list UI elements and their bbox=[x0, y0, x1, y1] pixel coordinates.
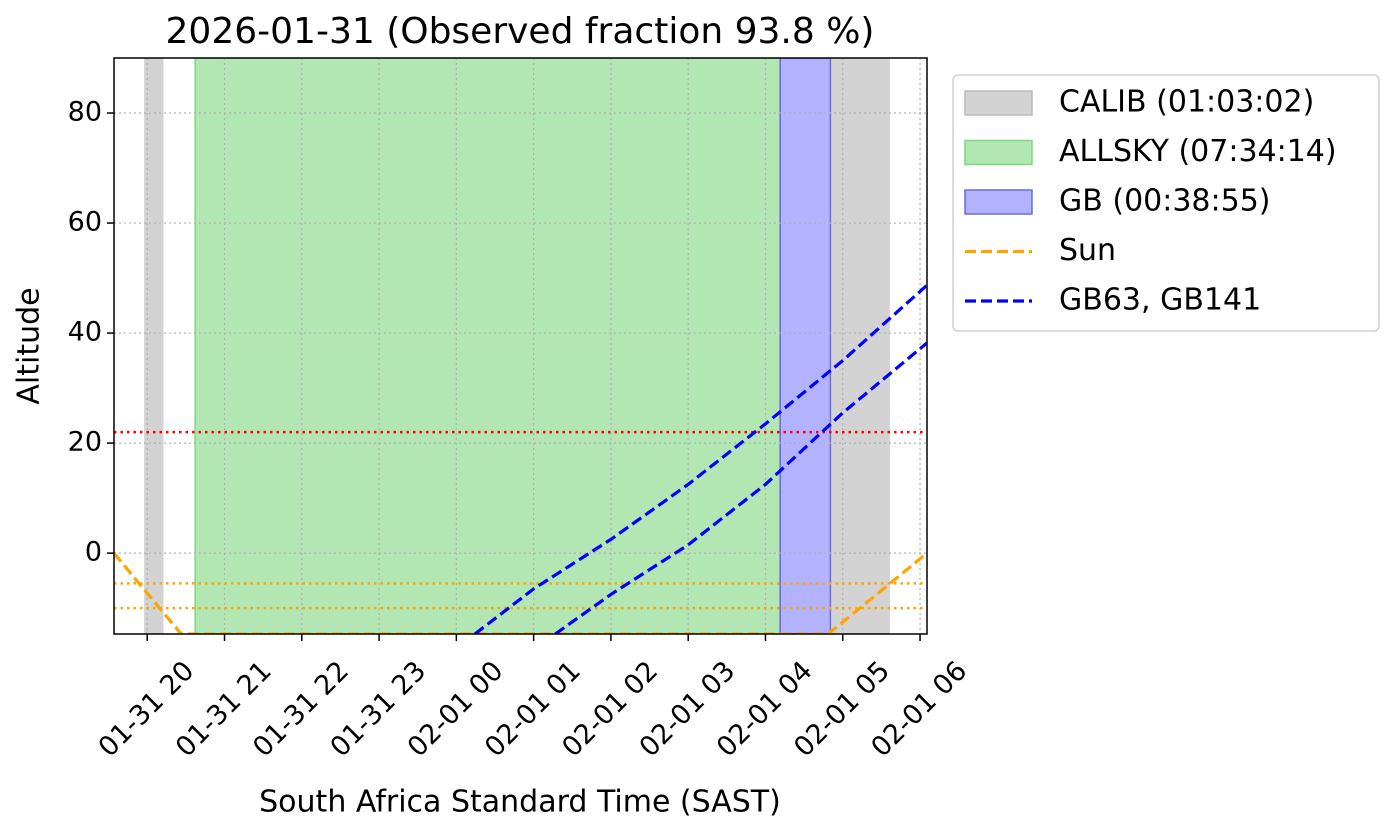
plot-area bbox=[114, 58, 927, 634]
series-line bbox=[473, 284, 927, 634]
legend-swatch bbox=[964, 90, 1033, 116]
chart-title: 2026-01-31 (Observed fraction 93.8 %) bbox=[166, 11, 875, 52]
y-tick-label: 20 bbox=[68, 427, 102, 458]
legend-box bbox=[952, 74, 1380, 332]
legend-label: ALLSKY (07:34:14) bbox=[1059, 134, 1337, 169]
legend-swatch bbox=[964, 139, 1033, 166]
x-axis-label: South Africa Standard Time (SAST) bbox=[259, 785, 781, 820]
legend-swatch bbox=[964, 189, 1033, 215]
y-tick-label: 0 bbox=[85, 537, 102, 568]
legend-label: GB (00:38:55) bbox=[1059, 184, 1271, 219]
legend-label: Sun bbox=[1059, 233, 1116, 268]
legend-label: CALIB (01:03:02) bbox=[1059, 85, 1314, 120]
span bbox=[194, 58, 781, 634]
y-tick-label: 60 bbox=[68, 207, 102, 238]
y-axis-label: Altitude bbox=[12, 287, 47, 404]
y-tick-label: 80 bbox=[68, 97, 102, 128]
y-tick-label: 40 bbox=[68, 317, 102, 348]
series-line bbox=[554, 341, 927, 634]
span bbox=[144, 58, 164, 634]
plot-frame bbox=[113, 57, 928, 635]
span bbox=[779, 58, 832, 634]
legend-label: GB63, GB141 bbox=[1059, 283, 1261, 318]
